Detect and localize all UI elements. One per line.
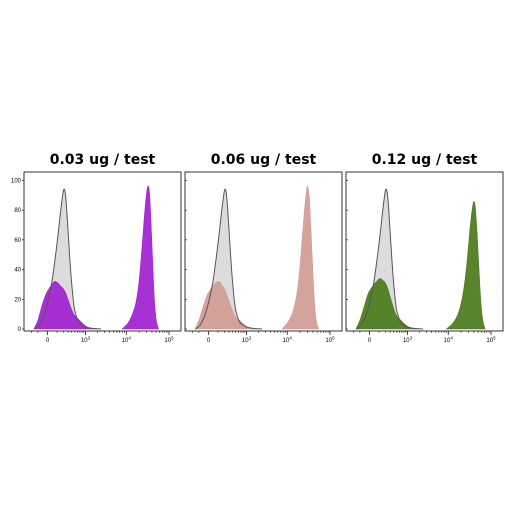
x-tick-exponent: 4 (289, 336, 292, 341)
panel-title: 0.06 ug / test (211, 152, 317, 168)
y-axis-ticks (185, 180, 187, 330)
y-tick-label: 40 (14, 268, 21, 274)
x-tick-base: 10 (122, 338, 129, 344)
x-tick-label: 104 (444, 336, 454, 345)
x-tick-base: 10 (444, 338, 451, 344)
y-tick-label: 0 (18, 327, 22, 333)
x-tick-label: 103 (403, 336, 413, 345)
x-tick-base: 0 (46, 338, 50, 344)
x-tick-label: 103 (242, 336, 252, 345)
x-tick-label: 0 (207, 338, 211, 344)
x-tick-label: 104 (122, 336, 132, 345)
control-histogram-outline (34, 188, 102, 330)
x-tick-label: 104 (283, 336, 293, 345)
x-tick-base: 10 (283, 338, 290, 344)
plot-frame (184, 171, 343, 332)
x-tick-label: 105 (486, 336, 496, 345)
x-tick-base: 10 (242, 338, 249, 344)
x-tick-base: 0 (368, 338, 372, 344)
x-tick-label: 105 (164, 336, 174, 345)
x-tick-base: 10 (164, 338, 171, 344)
x-tick-exponent: 4 (128, 336, 131, 341)
plot-area (194, 185, 320, 330)
x-tick-base: 0 (207, 338, 211, 344)
y-tick-label: 100 (11, 178, 22, 184)
y-tick-label: 60 (14, 238, 21, 244)
y-axis-ticks (346, 180, 348, 330)
x-axis: 0 103 104 105 (353, 331, 496, 345)
plot-frame (345, 171, 504, 332)
x-tick-label: 0 (46, 338, 50, 344)
positive-population-peak (445, 200, 486, 330)
x-tick-exponent: 3 (410, 336, 413, 341)
x-tick-exponent: 4 (450, 336, 453, 341)
x-tick-label: 105 (325, 336, 335, 345)
panel-title: 0.03 ug / test (50, 152, 156, 168)
y-tick-label: 80 (14, 208, 21, 214)
x-tick-exponent: 5 (493, 336, 496, 341)
plot-frame (23, 171, 182, 332)
x-tick-label: 0 (368, 338, 372, 344)
x-tick-exponent: 5 (171, 336, 174, 341)
x-tick-exponent: 5 (332, 336, 335, 341)
x-tick-base: 10 (325, 338, 332, 344)
y-tick-label: 20 (14, 297, 21, 303)
x-tick-base: 10 (81, 338, 88, 344)
x-tick-exponent: 3 (88, 336, 91, 341)
y-axis: 0 20 40 60 80 100 (11, 178, 24, 333)
control-histogram-outline (356, 188, 424, 330)
panel-title: 0.12 ug / test (372, 152, 478, 168)
x-axis: 0 103 104 105 (192, 331, 335, 345)
x-tick-label: 103 (81, 336, 91, 345)
x-axis: 0 103 104 105 (31, 331, 174, 345)
control-histogram-outline (195, 188, 263, 330)
x-tick-base: 10 (403, 338, 410, 344)
plot-area (355, 188, 486, 330)
plot-area (33, 185, 159, 330)
x-tick-base: 10 (486, 338, 493, 344)
positive-population-peak (121, 185, 159, 330)
positive-population-peak (281, 185, 320, 330)
x-tick-exponent: 3 (249, 336, 252, 341)
